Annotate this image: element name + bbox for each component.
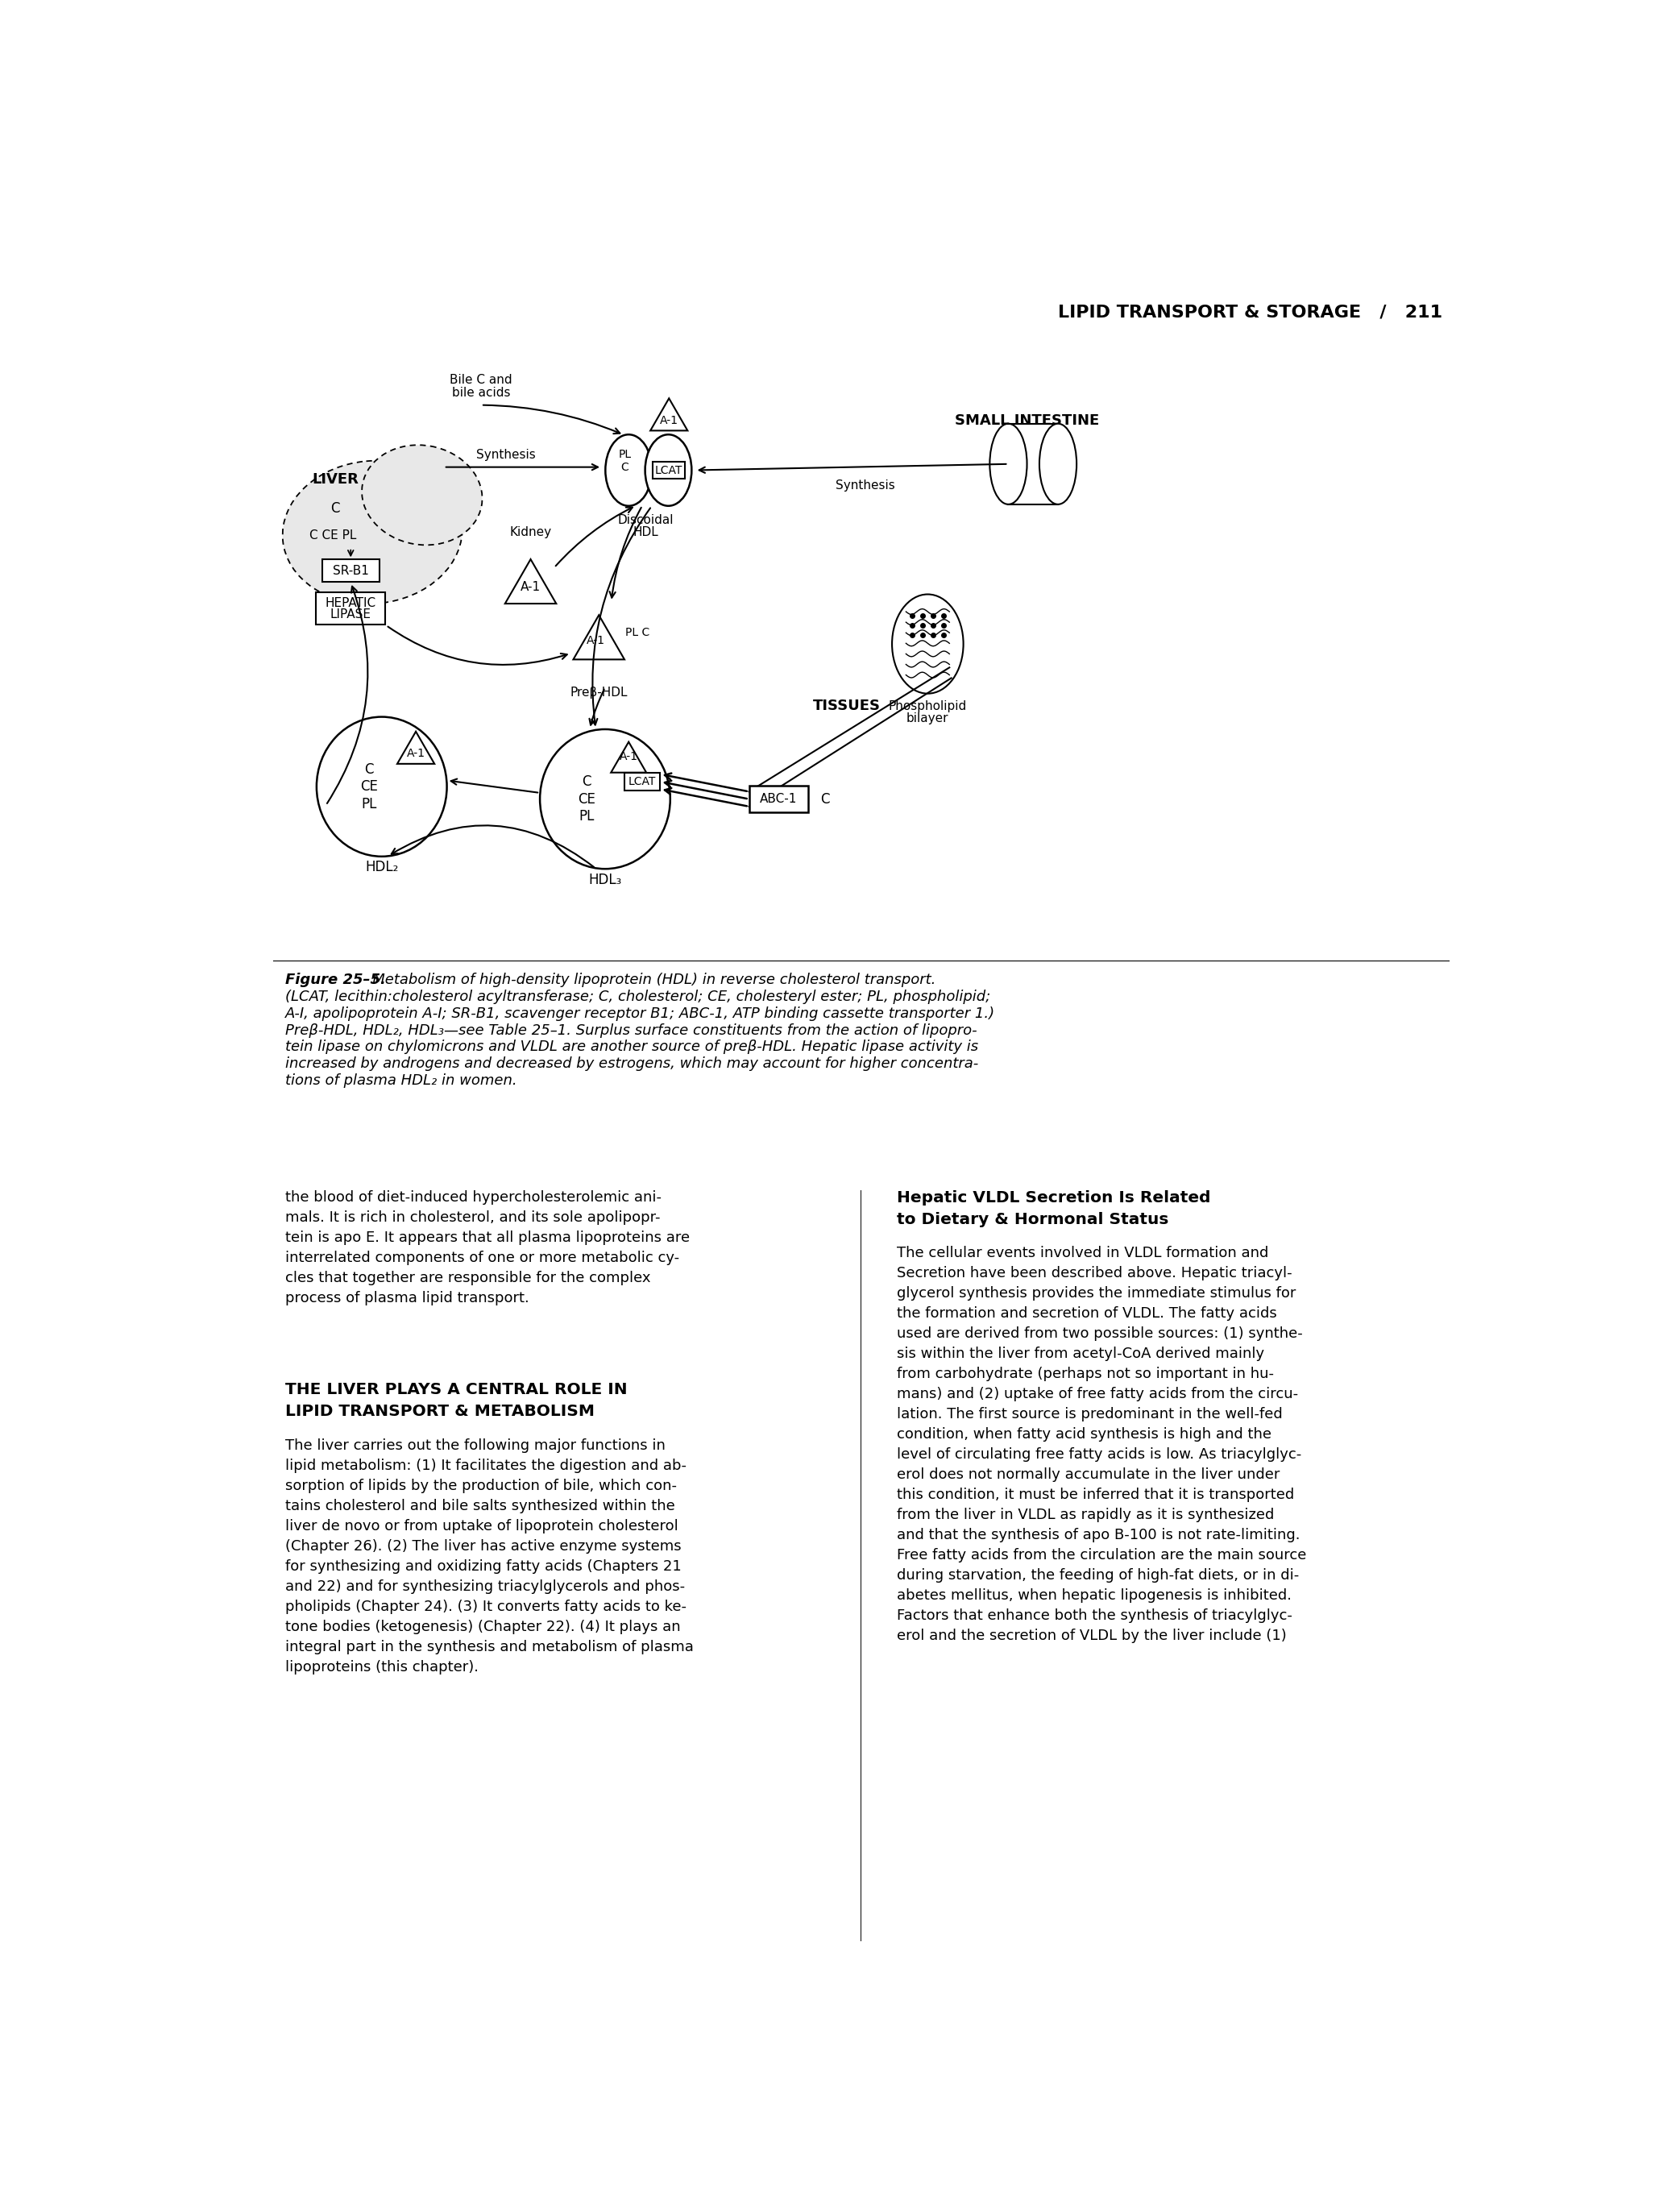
Text: LIPASE: LIPASE [331,608,371,622]
Text: Metabolism of high-density lipoprotein (HDL) in reverse cholesterol transport.: Metabolism of high-density lipoprotein (… [360,973,936,987]
Text: HDL: HDL [633,526,659,538]
Text: Kidney: Kidney [509,526,551,538]
Text: Preβ-HDL: Preβ-HDL [570,686,628,699]
Text: Synthesis: Synthesis [837,480,895,491]
Text: C: C [822,792,830,807]
Text: LCAT: LCAT [655,465,682,476]
Text: bilayer: bilayer [907,712,949,726]
Text: The cellular events involved in VLDL formation and
Secretion have been described: The cellular events involved in VLDL for… [897,1245,1307,1644]
Text: C: C [331,502,339,515]
Text: C: C [365,761,375,776]
Polygon shape [573,615,625,659]
Text: THE LIVER PLAYS A CENTRAL ROLE IN: THE LIVER PLAYS A CENTRAL ROLE IN [286,1382,628,1398]
Text: HDL₂: HDL₂ [365,860,398,874]
Text: C: C [622,462,628,473]
Text: Figure 25–5.: Figure 25–5. [286,973,386,987]
Text: to Dietary & Hormonal Status: to Dietary & Hormonal Status [897,1212,1169,1228]
Text: PL C: PL C [625,628,650,639]
Text: C: C [581,774,591,790]
Text: Bile C and: Bile C and [450,374,512,387]
Text: Phospholipid: Phospholipid [889,699,968,712]
Text: PL: PL [618,449,632,460]
Ellipse shape [361,445,482,544]
Ellipse shape [990,425,1026,504]
Ellipse shape [282,460,462,604]
Text: Discoidal: Discoidal [618,513,674,526]
Bar [323,560,380,582]
Text: LIPID TRANSPORT & STORAGE   /   211: LIPID TRANSPORT & STORAGE / 211 [1058,303,1443,321]
Bar [654,462,685,478]
Text: Synthesis: Synthesis [475,449,536,460]
Ellipse shape [892,595,963,695]
Text: A-1: A-1 [586,635,605,646]
Ellipse shape [605,434,652,507]
Text: LIVER: LIVER [312,471,358,487]
Text: tein lipase on chylomicrons and VLDL are another source of preβ-HDL. Hepatic lip: tein lipase on chylomicrons and VLDL are… [286,1040,978,1055]
Text: tions of plasma HDL₂ in women.: tions of plasma HDL₂ in women. [286,1073,517,1088]
Polygon shape [506,560,556,604]
Text: HEPATIC: HEPATIC [326,597,376,608]
Bar [625,772,660,790]
Text: The liver carries out the following major functions in
lipid metabolism: (1) It : The liver carries out the following majo… [286,1438,694,1674]
Text: C CE PL: C CE PL [309,529,356,542]
Ellipse shape [539,730,670,869]
Text: A-I, apolipoprotein A-I; SR-B1, scavenger receptor B1; ABC-1, ATP binding casset: A-I, apolipoprotein A-I; SR-B1, scavenge… [286,1006,996,1020]
Ellipse shape [316,717,447,856]
Polygon shape [650,398,687,431]
Text: Hepatic VLDL Secretion Is Related: Hepatic VLDL Secretion Is Related [897,1190,1211,1206]
Text: ABC-1: ABC-1 [759,794,798,805]
Text: A-1: A-1 [620,752,638,763]
Polygon shape [396,732,435,763]
Text: A-1: A-1 [407,748,425,759]
Text: (LCAT, lecithin:cholesterol acyltransferase; C, cholesterol; CE, cholesteryl est: (LCAT, lecithin:cholesterol acyltransfer… [286,989,991,1004]
Ellipse shape [1040,425,1077,504]
Text: the blood of diet-induced hypercholesterolemic ani-
mals. It is rich in choleste: the blood of diet-induced hypercholester… [286,1190,690,1305]
Ellipse shape [645,434,692,507]
Bar [316,593,385,624]
Polygon shape [612,741,647,772]
Text: bile acids: bile acids [452,387,511,398]
Text: PL: PL [578,810,595,823]
Text: SMALL INTESTINE: SMALL INTESTINE [954,414,1099,427]
Text: TISSUES: TISSUES [813,699,880,712]
Text: A-1: A-1 [521,582,541,593]
Text: A-1: A-1 [660,416,679,427]
Text: CE: CE [361,779,378,794]
Text: LCAT: LCAT [628,776,657,787]
Text: CE: CE [578,792,595,807]
Text: HDL₃: HDL₃ [588,872,622,887]
Text: PL: PL [361,796,376,812]
Text: increased by androgens and decreased by estrogens, which may account for higher : increased by androgens and decreased by … [286,1057,979,1071]
Text: Preβ-HDL, HDL₂, HDL₃—see Table 25–1. Surplus surface constituents from the actio: Preβ-HDL, HDL₂, HDL₃—see Table 25–1. Sur… [286,1024,978,1037]
Text: SR-B1: SR-B1 [333,564,370,577]
Bar [749,785,808,812]
Text: LIPID TRANSPORT & METABOLISM: LIPID TRANSPORT & METABOLISM [286,1405,595,1420]
